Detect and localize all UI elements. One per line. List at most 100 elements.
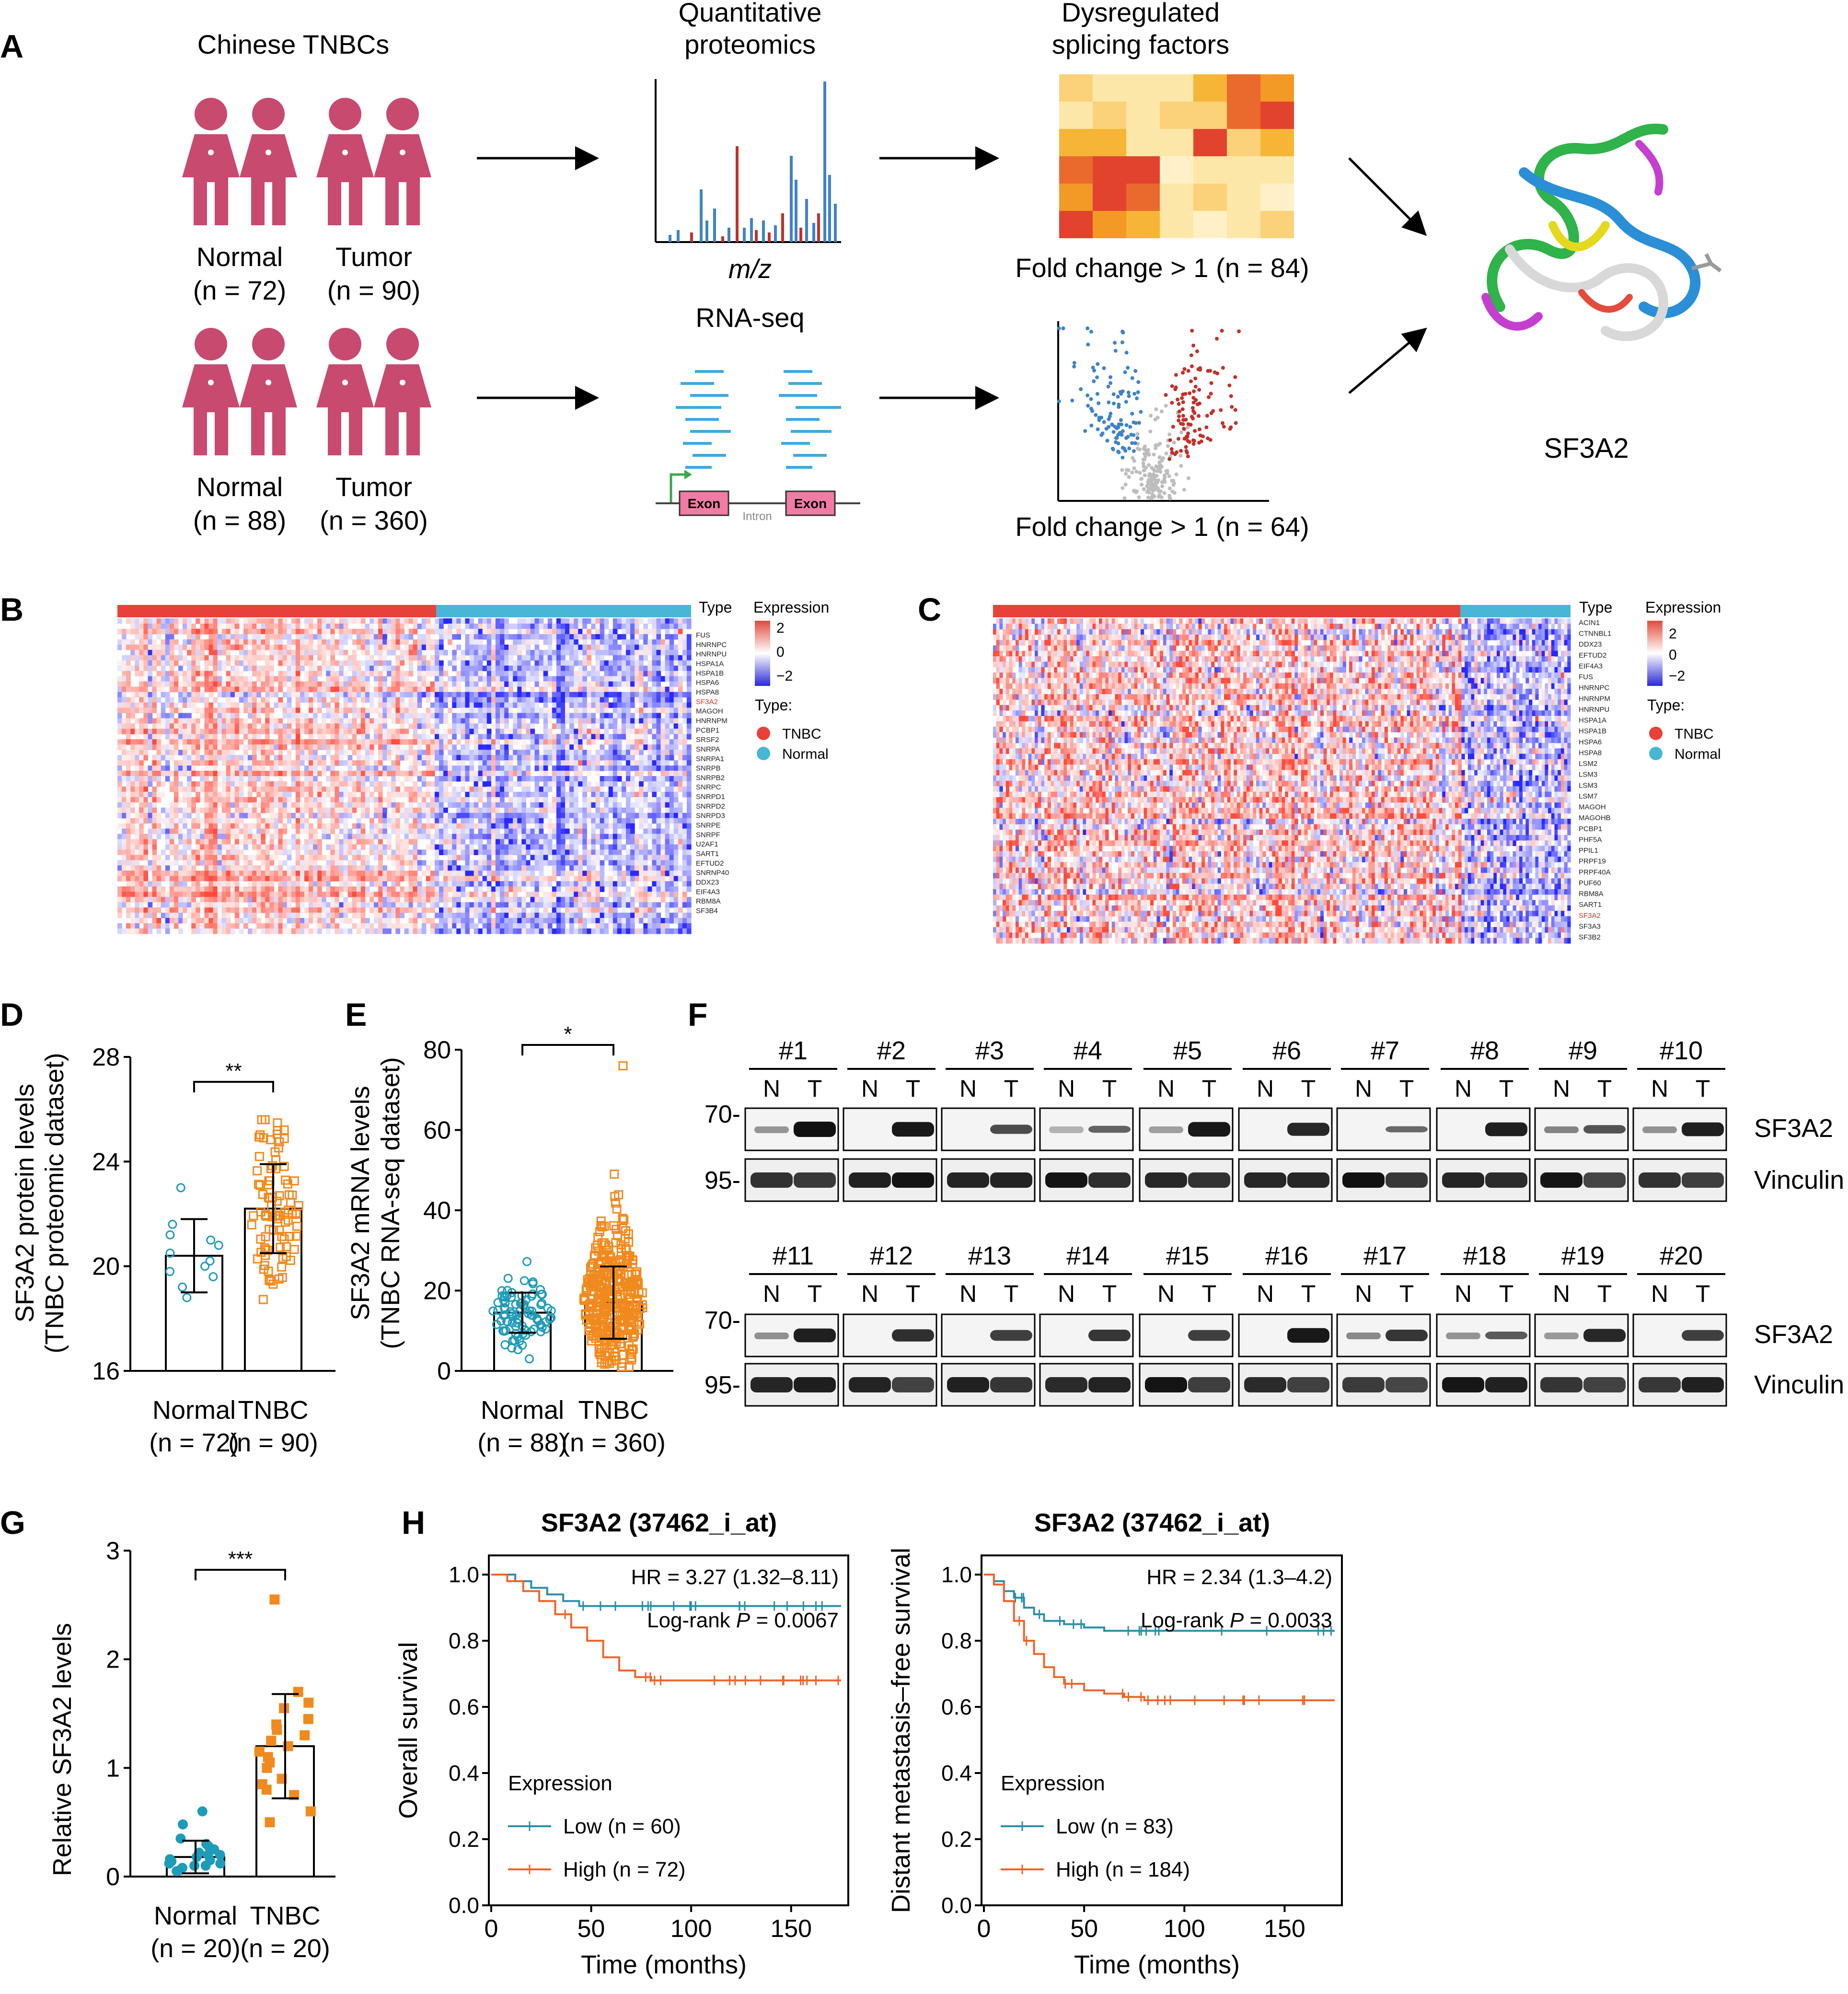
- heatmap-cell: [295, 812, 300, 819]
- heatmap-cell: [156, 755, 162, 761]
- heatmap-cell: [387, 671, 392, 677]
- heatmap-cell: [517, 760, 522, 766]
- heatmap-cell: [682, 812, 687, 819]
- heatmap-cell: [261, 755, 266, 761]
- heatmap-cell: [391, 818, 396, 824]
- heatmap-cell: [395, 692, 401, 698]
- heatmap-cell: [534, 618, 540, 624]
- heatmap-cell: [278, 750, 283, 755]
- heatmap-cell: [126, 776, 131, 782]
- heatmap-cell: [282, 729, 288, 734]
- heatmap-cell: [630, 744, 635, 750]
- heatmap-cell: [173, 812, 179, 819]
- heatmap-cell: [673, 807, 679, 813]
- heatmap-cell: [612, 755, 618, 761]
- heatmap-cell: [352, 671, 357, 677]
- heatmap-cell: [173, 660, 179, 666]
- heatmap-cell: [665, 676, 670, 682]
- heatmap-cell: [547, 618, 553, 624]
- heatmap-cell: [456, 802, 461, 808]
- heatmap-cell: [248, 702, 253, 708]
- heatmap-cell: [370, 639, 374, 645]
- heatmap-cell: [191, 649, 196, 656]
- protein-label: SF3A2: [1544, 433, 1629, 464]
- heatmap-cell: [565, 707, 570, 713]
- heatmap-cell: [448, 771, 452, 777]
- heatmap-cell: [591, 624, 596, 629]
- heatmap-cell: [630, 723, 635, 729]
- heatmap-cell: [243, 660, 248, 666]
- heatmap-cell: [626, 734, 631, 740]
- heatmap-cell: [508, 624, 513, 629]
- heatmap-cell: [152, 729, 157, 734]
- heatmap-cell: [265, 681, 270, 687]
- heatmap-cell: [152, 771, 157, 777]
- heatmap-cell: [673, 802, 679, 808]
- heatmap-cell: [282, 655, 288, 661]
- heatmap-cell: [374, 718, 379, 724]
- heatmap-cell: [635, 791, 639, 798]
- heatmap-cell: [639, 692, 644, 698]
- heatmap-cell: [547, 755, 553, 761]
- heatmap-cell: [556, 686, 561, 693]
- heatmap-cell: [652, 639, 657, 645]
- volcano-point: [1072, 364, 1076, 369]
- heatmap-cell: [474, 744, 479, 750]
- heatmap-cell: [500, 655, 505, 661]
- heatmap-cell: [543, 781, 548, 787]
- heatmap-cell: [669, 639, 674, 645]
- heatmap-cell: [291, 786, 296, 792]
- heatmap-cell: [626, 628, 631, 635]
- heatmap-cell: [265, 702, 270, 708]
- heatmap-cell: [508, 734, 513, 740]
- heatmap-cell: [491, 755, 496, 761]
- volcano-point: [1196, 367, 1201, 371]
- heatmap-cell: [430, 812, 435, 819]
- heatmap-cell: [326, 723, 331, 729]
- heatmap-cell: [669, 807, 674, 813]
- heatmap-cell: [521, 702, 526, 708]
- heatmap-cell: [374, 644, 379, 650]
- heatmap-cell: [282, 755, 288, 761]
- heatmap-cell: [335, 692, 340, 698]
- heatmap-cell: [139, 744, 144, 750]
- heatmap-cell: [213, 781, 218, 787]
- arrow-icon: [1348, 157, 1427, 236]
- heatmap-cell: [143, 818, 149, 824]
- heatmap-cell: [595, 697, 601, 703]
- heatmap-cell: [378, 649, 383, 656]
- heatmap-cell: [265, 734, 270, 740]
- heatmap-cell: [309, 797, 313, 803]
- heatmap-cell: [391, 676, 396, 682]
- heatmap-cell: [135, 781, 139, 787]
- heatmap-cell: [604, 765, 609, 771]
- heatmap-cell: [656, 802, 661, 808]
- heatmap-cell: [486, 802, 492, 808]
- heatmap-cell: [200, 639, 205, 645]
- heatmap-cell: [452, 618, 457, 624]
- heatmap-cell: [208, 676, 214, 682]
- heatmap-cell: [221, 776, 227, 782]
- heatmap-cell: [356, 639, 361, 645]
- heatmap-cell: [309, 702, 313, 708]
- volcano-point: [1094, 413, 1098, 417]
- heatmap-cell: [612, 791, 618, 798]
- heatmap-cell: [400, 702, 405, 708]
- heatmap-cell: [217, 686, 222, 693]
- heatmap-cell: [504, 618, 509, 624]
- heatmap-cell: [686, 665, 692, 672]
- heatmap-cell: [309, 655, 313, 661]
- heatmap-cell: [669, 692, 674, 698]
- heatmap-cell: [256, 713, 261, 719]
- heatmap-cell: [252, 812, 257, 819]
- heatmap-cell: [604, 718, 609, 724]
- heatmap-cell: [234, 634, 240, 640]
- heatmap-cell: [400, 723, 405, 729]
- heatmap-cell: [408, 791, 414, 798]
- heatmap-cell: [408, 665, 414, 672]
- heatmap-cell: [569, 739, 574, 745]
- heatmap-cell: [269, 786, 275, 792]
- heatmap-cell: [322, 739, 326, 745]
- heatmap-cell: [452, 797, 457, 803]
- heatmap-cell: [374, 681, 379, 687]
